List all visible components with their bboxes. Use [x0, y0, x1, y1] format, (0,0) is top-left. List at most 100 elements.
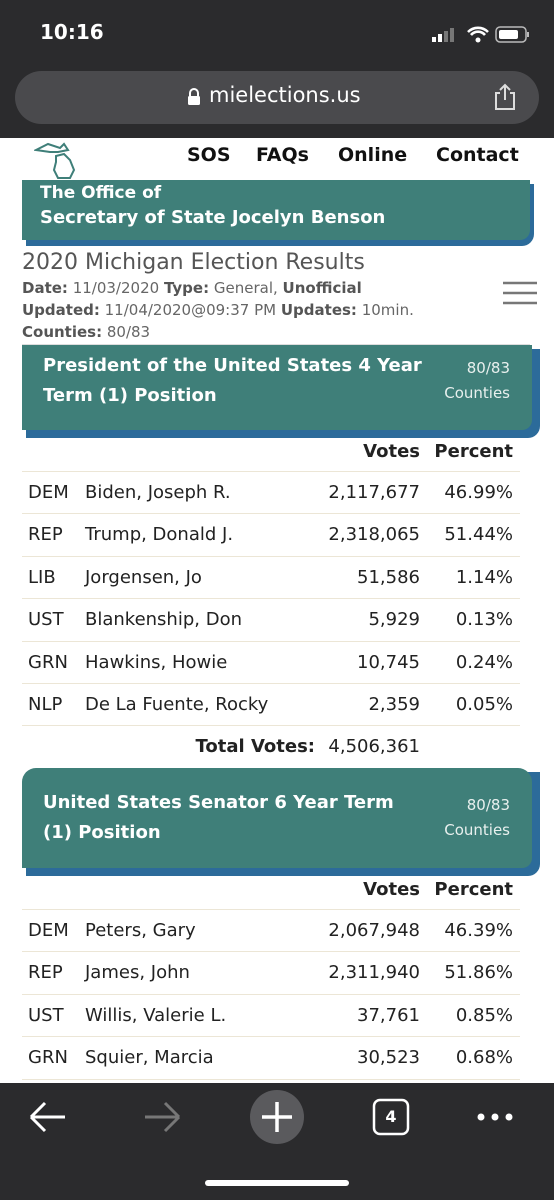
- votes: 2,311,940: [328, 962, 420, 984]
- race-header: [22, 768, 532, 868]
- party: NLP: [28, 694, 63, 715]
- race-counties: 80/83: [466, 796, 510, 814]
- party: LIB: [28, 566, 56, 588]
- row-divider: [22, 513, 520, 515]
- percent: 51.86%: [444, 962, 513, 984]
- status-icons: [432, 26, 529, 43]
- browser-toolbar: 4: [0, 1083, 554, 1200]
- meta-label: Updates:: [280, 301, 357, 319]
- address-bar[interactable]: mielections.us: [15, 71, 539, 124]
- votes: 2,318,065: [328, 524, 420, 546]
- nav-link[interactable]: SOS: [187, 144, 231, 166]
- meta-value: General,: [213, 279, 278, 297]
- office-banner: The Office of Secretary of State Jocelyn…: [22, 180, 530, 240]
- meta-value: 11/03/2020: [72, 279, 160, 297]
- party: UST: [28, 609, 64, 631]
- meta-line: Date: 11/03/2020 Type: General, Unoffici…: [22, 277, 362, 299]
- column-header: Percent: [434, 441, 513, 462]
- race-title: President of the United States 4 Year: [43, 355, 422, 376]
- percent: 0.05%: [455, 694, 513, 715]
- votes: 30,523: [357, 1047, 420, 1069]
- meta-value: 11/04/2020@09:37 PM: [104, 301, 277, 319]
- banner-text: The Office of: [40, 183, 162, 203]
- party: GRN: [28, 651, 68, 673]
- percent: 1.14%: [455, 566, 513, 588]
- nav-link[interactable]: Online: [338, 144, 408, 166]
- column-header: Votes: [363, 879, 420, 900]
- race-title: Term (1) Position: [43, 385, 217, 406]
- party: GRN: [28, 1047, 68, 1069]
- row-divider: [22, 471, 520, 472]
- party: REP: [28, 524, 63, 546]
- nav-link[interactable]: Contact: [436, 144, 519, 166]
- votes: 51,586: [357, 566, 420, 588]
- row-divider: [22, 640, 520, 642]
- percent: 0.85%: [455, 1004, 513, 1026]
- row-divider: [22, 1036, 520, 1038]
- votes: 2,067,948: [328, 920, 420, 941]
- race-counties: Counties: [444, 384, 510, 402]
- meta-value: Unofficial: [282, 279, 362, 297]
- nav-link[interactable]: FAQs: [256, 144, 309, 166]
- party: REP: [28, 962, 63, 984]
- race-counties: Counties: [444, 821, 510, 839]
- percent: 46.99%: [444, 482, 513, 503]
- meta-label: Counties:: [22, 323, 103, 341]
- percent: 0.13%: [455, 609, 513, 631]
- meta-value: 10min.: [361, 301, 414, 319]
- percent: 0.68%: [455, 1047, 513, 1069]
- michigan-logo[interactable]: [34, 140, 80, 180]
- back-button[interactable]: [29, 1101, 65, 1133]
- row-divider: [22, 555, 520, 557]
- votes: 2,359: [368, 694, 420, 715]
- votes: 5,929: [368, 609, 420, 631]
- candidate-name: Squier, Marcia: [85, 1047, 214, 1069]
- row-divider: [22, 1078, 520, 1080]
- row-divider: [22, 909, 520, 910]
- meta-label: Date:: [22, 279, 68, 297]
- candidate-name: James, John: [85, 962, 190, 984]
- row-divider: [22, 993, 520, 995]
- browser-chrome: 10:16 mielections.us: [0, 0, 554, 138]
- forward-button[interactable]: [145, 1101, 181, 1133]
- menu-button[interactable]: [502, 281, 538, 305]
- votes: 37,761: [357, 1004, 420, 1026]
- column-header: Votes: [363, 441, 420, 462]
- candidate-name: Willis, Valerie L.: [85, 1004, 227, 1026]
- column-header: Percent: [434, 879, 513, 900]
- votes: 2,117,677: [328, 482, 420, 503]
- race-title: (1) Position: [43, 822, 161, 843]
- total-votes: 4,506,361: [328, 736, 420, 758]
- row-divider: [22, 683, 520, 684]
- party: DEM: [28, 482, 69, 503]
- race-counties: 80/83: [466, 359, 510, 377]
- lock-icon: [188, 88, 200, 105]
- url: mielections.us: [209, 83, 361, 107]
- party: DEM: [28, 920, 69, 941]
- candidate-name: Peters, Gary: [85, 920, 196, 941]
- race-header: [22, 345, 532, 430]
- percent: 51.44%: [444, 524, 513, 546]
- clock: 10:16: [40, 20, 104, 44]
- home-indicator: [205, 1180, 349, 1186]
- banner-text: Secretary of State Jocelyn Benson: [40, 207, 386, 228]
- meta-line: Updated: 11/04/2020@09:37 PM Updates: 10…: [22, 299, 414, 321]
- tab-count: 4: [385, 1107, 397, 1126]
- row-divider: [22, 951, 520, 953]
- meta-label: Updated:: [22, 301, 100, 319]
- results-title: 2020 Michigan Election Results: [22, 250, 365, 275]
- votes: 10,745: [357, 651, 420, 673]
- percent: 0.24%: [455, 651, 513, 673]
- row-divider: [22, 725, 520, 727]
- toolbar-icons: [29, 1090, 513, 1186]
- party: UST: [28, 1004, 64, 1026]
- candidate-name: Jorgensen, Jo: [85, 566, 202, 588]
- web-page: SOS FAQs Online Contact The Office of Se…: [0, 138, 554, 1083]
- race-title: United States Senator 6 Year Term: [43, 792, 394, 813]
- share-button[interactable]: [493, 83, 517, 111]
- meta-label: Type:: [163, 279, 210, 297]
- row-divider: [22, 598, 520, 600]
- meta-line: Counties: 80/83: [22, 321, 150, 343]
- tabs-button[interactable]: [372, 1098, 410, 1136]
